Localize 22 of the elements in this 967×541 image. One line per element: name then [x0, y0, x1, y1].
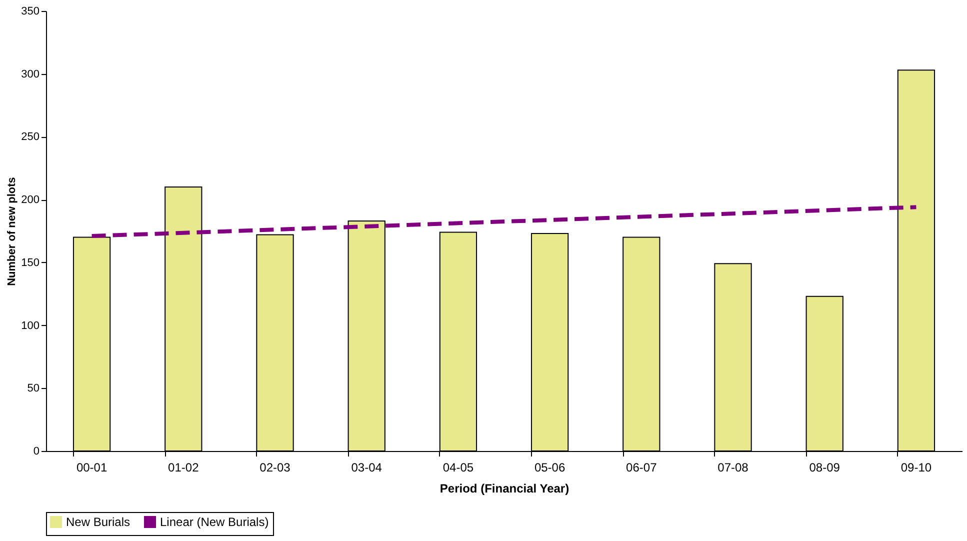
x-tick-label: 04-05: [442, 460, 474, 474]
x-tick-label: 00-01: [76, 460, 108, 474]
y-tick-label: 250: [21, 131, 40, 144]
y-tick-label: 50: [27, 382, 40, 395]
legend-label: New Burials: [66, 515, 130, 529]
y-tick-label: 300: [21, 68, 40, 80]
y-tick-label: 350: [21, 6, 40, 18]
x-tick-label: 02-03: [260, 460, 291, 474]
x-tick-label: 07-08: [718, 460, 749, 474]
x-axis-title: Period (Financial Year): [440, 482, 570, 496]
y-tick-label: 150: [21, 256, 40, 269]
x-tick-label: 03-04: [351, 460, 382, 474]
x-tick-label: 05-06: [534, 460, 566, 474]
y-tick-label: 100: [21, 320, 40, 332]
legend-label: Linear (New Burials): [160, 515, 269, 529]
y-tick-label: 200: [21, 194, 40, 206]
x-tick-label: 09-10: [900, 460, 932, 474]
y-tick-label: 0: [33, 446, 40, 458]
x-tick-label: 01-02: [168, 460, 200, 474]
x-tick-label: 08-09: [809, 460, 840, 474]
x-tick-label: 06-07: [626, 460, 658, 474]
y-axis-title: Number of new plots: [6, 177, 18, 286]
